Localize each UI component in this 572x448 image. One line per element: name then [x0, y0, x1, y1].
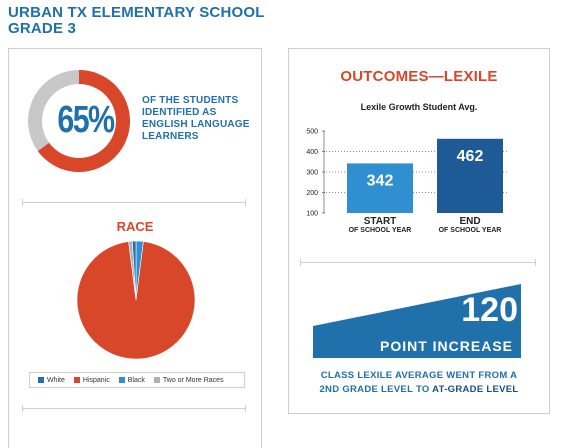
ell-text-line: OF THE STUDENTS: [142, 95, 239, 106]
caption-line-2: 2ND GRADE LEVEL TO AT-GRADE LEVEL: [288, 383, 550, 397]
bar-start: [347, 163, 413, 213]
ell-donut-chart: [27, 70, 130, 172]
ell-percent-value: 65%: [57, 99, 115, 141]
legend-swatch: [153, 377, 160, 383]
bar-end: [437, 138, 503, 213]
legend-item-two-or-more: Two or More Races: [153, 376, 224, 384]
race-legend: White Hispanic Black Two or More Races: [29, 372, 245, 388]
legend-swatch: [38, 377, 44, 383]
outcomes-subtitle: Lexile Growth Student Avg.: [360, 102, 478, 112]
legend-item-hispanic: Hispanic: [73, 376, 110, 384]
outcomes-title: OUTCOMES—LEXILE: [340, 68, 498, 85]
bar-value-label: 462: [457, 148, 484, 165]
left-panel: [8, 48, 262, 448]
y-tick-label: 300: [306, 170, 318, 177]
bar-label-start: START OF SCHOOL YEAR: [330, 216, 430, 234]
y-tick-label: 100: [306, 211, 318, 218]
bar-label-end: END OF SCHOOL YEAR: [420, 216, 520, 234]
legend-item-black: Black: [118, 376, 145, 384]
start-label: START: [363, 216, 397, 227]
caption-line-2-text: 2ND GRADE LEVEL TO: [319, 384, 433, 395]
y-tick-label: 400: [306, 149, 318, 156]
race-slice-hispanic: [76, 241, 196, 360]
title-line-2: GRADE 3: [8, 20, 77, 37]
increase-wedge-shape: [313, 284, 521, 358]
increase-number: 120: [461, 291, 518, 329]
legend-label: Two or More Races: [162, 376, 224, 384]
ell-text-line: IDENTIFIED AS: [142, 107, 217, 118]
ell-text-line: ENGLISH LANGUAGE: [142, 119, 250, 130]
ell-text: OF THE STUDENTS IDENTIFIED AS ENGLISH LA…: [142, 95, 250, 143]
legend-item-white: White: [38, 377, 65, 384]
legend-label: Hispanic: [82, 376, 110, 384]
legend-label: White: [47, 376, 65, 384]
y-tick-label: 200: [306, 190, 318, 197]
start-sublabel: OF SCHOOL YEAR: [348, 227, 412, 234]
caption-bold: AT-GRADE LEVEL: [432, 384, 519, 395]
legend-label: Black: [127, 376, 145, 384]
y-tick-label: 500: [306, 129, 318, 136]
increase-wedge: [313, 284, 521, 358]
right-panel: [288, 48, 550, 414]
legend-swatch: [118, 377, 125, 383]
race-slice-white: [131, 240, 137, 301]
end-label: END: [459, 216, 481, 227]
title-line-1: URBAN TX ELEMENTARY SCHOOL: [8, 4, 265, 21]
bar-value-label: 342: [367, 172, 394, 189]
increase-label: POINT INCREASE: [379, 338, 513, 354]
race-pie-chart: [76, 240, 196, 360]
race-title: RACE: [116, 219, 154, 234]
ell-text-line: LEARNERS: [142, 131, 199, 142]
donut-hole: [42, 84, 116, 158]
page-title: URBAN TX ELEMENTARY SCHOOL GRADE 3: [8, 5, 265, 37]
ell-percent: 65%: [57, 100, 115, 140]
increase-caption: CLASS LEXILE AVERAGE WENT FROM A 2ND GRA…: [288, 369, 550, 397]
left-divider: [22, 199, 246, 206]
left-bottom-divider: [22, 405, 246, 412]
caption-line-1: CLASS LEXILE AVERAGE WENT FROM A: [320, 370, 518, 381]
right-divider: [300, 259, 536, 266]
lexile-bar-chart: 100 200 300 400 500 342 462: [306, 129, 508, 218]
legend-swatch: [73, 377, 80, 383]
end-sublabel: OF SCHOOL YEAR: [438, 227, 502, 234]
